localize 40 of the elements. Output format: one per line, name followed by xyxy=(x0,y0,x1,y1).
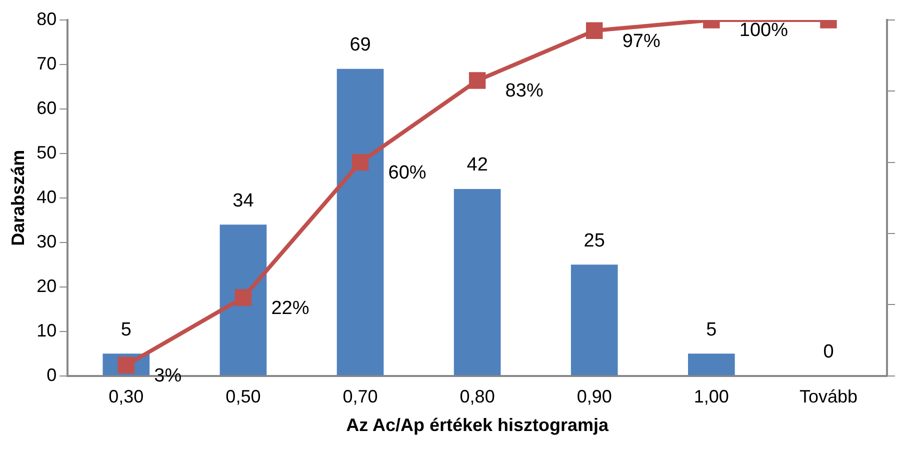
y-tick-label: 10 xyxy=(36,320,57,340)
point xyxy=(586,22,603,40)
bar xyxy=(570,264,618,376)
y-tick-label: 40 xyxy=(36,186,57,207)
data-label: 97% xyxy=(622,30,660,52)
point xyxy=(234,289,252,306)
bar xyxy=(336,68,384,376)
data-label: 3% xyxy=(154,365,182,386)
y-tick-label: 80 xyxy=(36,8,57,29)
x-tick-label: 0,80 xyxy=(460,386,495,407)
data-label: 25 xyxy=(584,230,605,252)
data-label: 42 xyxy=(466,154,488,176)
bar xyxy=(220,224,267,376)
data-label: 69 xyxy=(350,34,371,56)
bar xyxy=(688,354,735,376)
point xyxy=(468,72,486,89)
y-tick-label: 0 xyxy=(46,364,57,385)
y-tick-label: 30 xyxy=(36,231,57,252)
x-tick-label: 0,30 xyxy=(108,386,144,407)
y-tick-label: 20 xyxy=(36,276,57,296)
data-label: 83% xyxy=(505,80,544,102)
x-tick-label: 0,50 xyxy=(226,386,261,407)
point xyxy=(352,154,369,171)
y-tick-label: 70 xyxy=(36,53,57,74)
y-axis-title: Darabszám xyxy=(8,150,28,246)
data-label: 34 xyxy=(232,190,254,212)
x-tick-label: Tovább xyxy=(799,386,858,407)
data-label: 60% xyxy=(388,162,426,184)
x-tick-label: 0,70 xyxy=(342,386,378,407)
data-label: 22% xyxy=(271,298,310,319)
data-label: 100% xyxy=(739,20,788,42)
y-tick-label: 50 xyxy=(36,142,57,162)
x-axis-title: Az Ac/Ap értékek hisztogramja xyxy=(346,415,610,436)
data-label: 0 xyxy=(823,342,834,363)
data-label: 5 xyxy=(706,319,717,340)
bar xyxy=(454,189,501,376)
x-tick-label: 1,00 xyxy=(694,386,729,407)
data-label: 5 xyxy=(120,319,132,340)
y-tick-label: 60 xyxy=(36,98,57,118)
x-tick-label: 0,90 xyxy=(576,386,612,407)
